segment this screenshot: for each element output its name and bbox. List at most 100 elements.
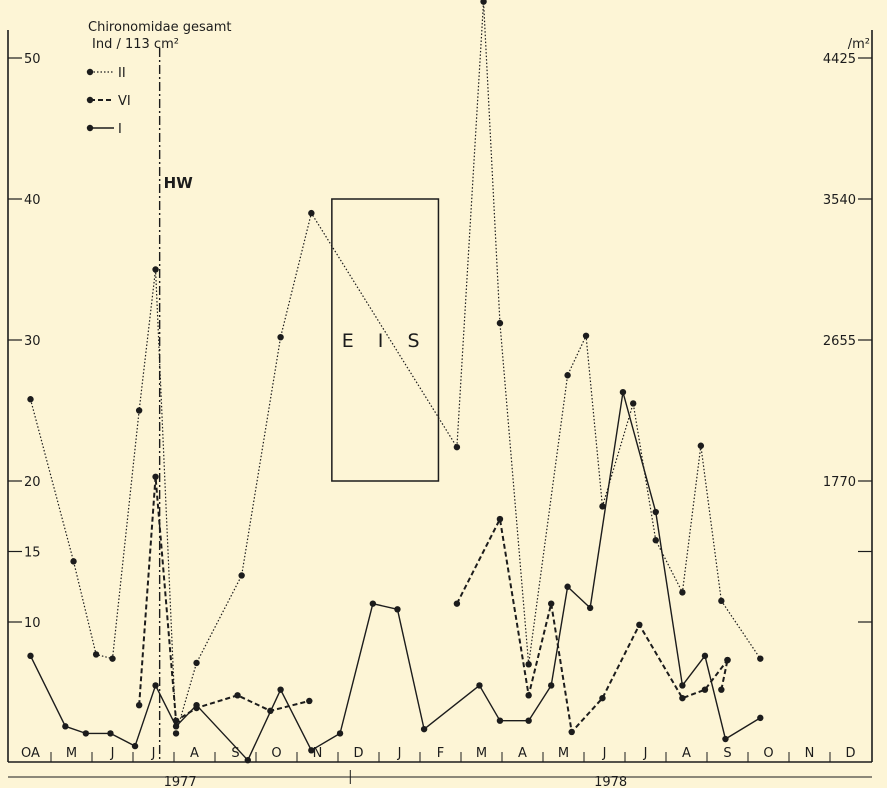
data-point [109,655,116,662]
left-tick-label: 20 [24,475,41,490]
data-point [193,659,200,667]
left-tick-label: 10 [24,616,41,631]
legend-marker [86,124,94,132]
month-label: N [805,746,815,761]
data-point [757,655,764,662]
left-tick-label: 15 [24,546,41,561]
data-point [234,692,241,699]
month-label: J [397,746,402,761]
data-point [525,661,532,668]
series-line-dashed [720,659,729,690]
data-point [152,266,159,273]
series-line-dashed [138,475,310,722]
left-ticks: 10 15 20 30 40 50 [8,52,41,631]
data-point [718,597,725,605]
data-point [697,442,705,449]
chart-title: Chironomidae gesamt [88,20,232,35]
year-labels: 1977 1978 [164,770,627,788]
data-point [636,621,643,629]
hw-label: HW [164,174,194,192]
data-point [525,692,532,699]
data-point [496,717,504,724]
month-label: D [353,746,363,761]
data-point [306,697,313,705]
ice-label: E I S [342,330,429,352]
titles: Chironomidae gesamt Ind / 113 cm² [88,20,232,52]
data-point [619,388,627,396]
data-point [453,443,461,451]
data-point [724,656,731,664]
data-point [27,396,34,403]
month-label: O [763,746,773,761]
right-tick-label: 1770 [823,475,856,490]
data-point [107,730,114,737]
data-point [238,572,245,579]
data-point [277,333,284,341]
data-point [496,319,504,327]
month-label: M [476,746,487,761]
left-tick-label: 40 [24,193,41,208]
data-point [564,583,571,590]
month-label: A [682,746,691,761]
legend-label: VI [118,94,131,109]
data-point [135,407,143,414]
data-point [394,606,401,613]
data-point [525,717,532,724]
ice-box [331,198,440,482]
data-point [564,372,571,379]
left-axis-unit: Ind / 113 cm² [92,37,179,52]
data-point [277,686,284,693]
data-point [369,600,377,607]
month-label: OA [21,746,40,761]
data-point [548,682,555,689]
data-point [757,714,764,722]
month-label: N [313,746,323,761]
legend-label: I [118,122,122,137]
left-tick-label: 50 [24,52,41,67]
data-point [679,694,686,702]
year-label: 1977 [164,775,197,788]
month-label: O [271,746,281,761]
month-label: F [437,746,444,761]
data-point [308,209,315,217]
data-point [152,473,159,480]
right-ticks: 1770 2655 3540 4425/m² [823,37,872,623]
data-point [135,701,143,709]
legend-label: II [118,66,126,81]
right-tick-label: 3540 [823,193,856,208]
data-point [453,600,461,607]
month-label: M [66,746,77,761]
data-point [308,747,315,754]
data-point [193,701,200,709]
data-point [496,515,504,523]
right-tick-label: 4425 [823,52,856,67]
data-point [548,600,555,607]
month-label: A [518,746,527,761]
month-label: S [231,746,239,761]
data-point [172,730,180,737]
data-point [70,558,77,565]
data-point [568,728,575,736]
month-label: M [558,746,569,761]
data-point [152,682,159,689]
data-point [599,503,606,510]
right-axis-unit: /m² [848,37,870,52]
month-label: J [643,746,648,761]
series-layer [27,0,764,764]
data-point [679,589,686,596]
data-point [586,604,594,612]
data-point [476,682,483,689]
data-point [82,730,90,737]
data-point [679,682,686,689]
data-point [27,652,34,660]
data-point [336,730,344,737]
month-label: J [151,746,156,761]
data-point [131,742,139,750]
data-point [244,756,251,764]
month-ticks: OA M J J A S O N D J F M A M J J A S O N D [21,746,856,762]
axes [7,30,873,778]
data-point [652,537,659,544]
month-label: S [723,746,731,761]
